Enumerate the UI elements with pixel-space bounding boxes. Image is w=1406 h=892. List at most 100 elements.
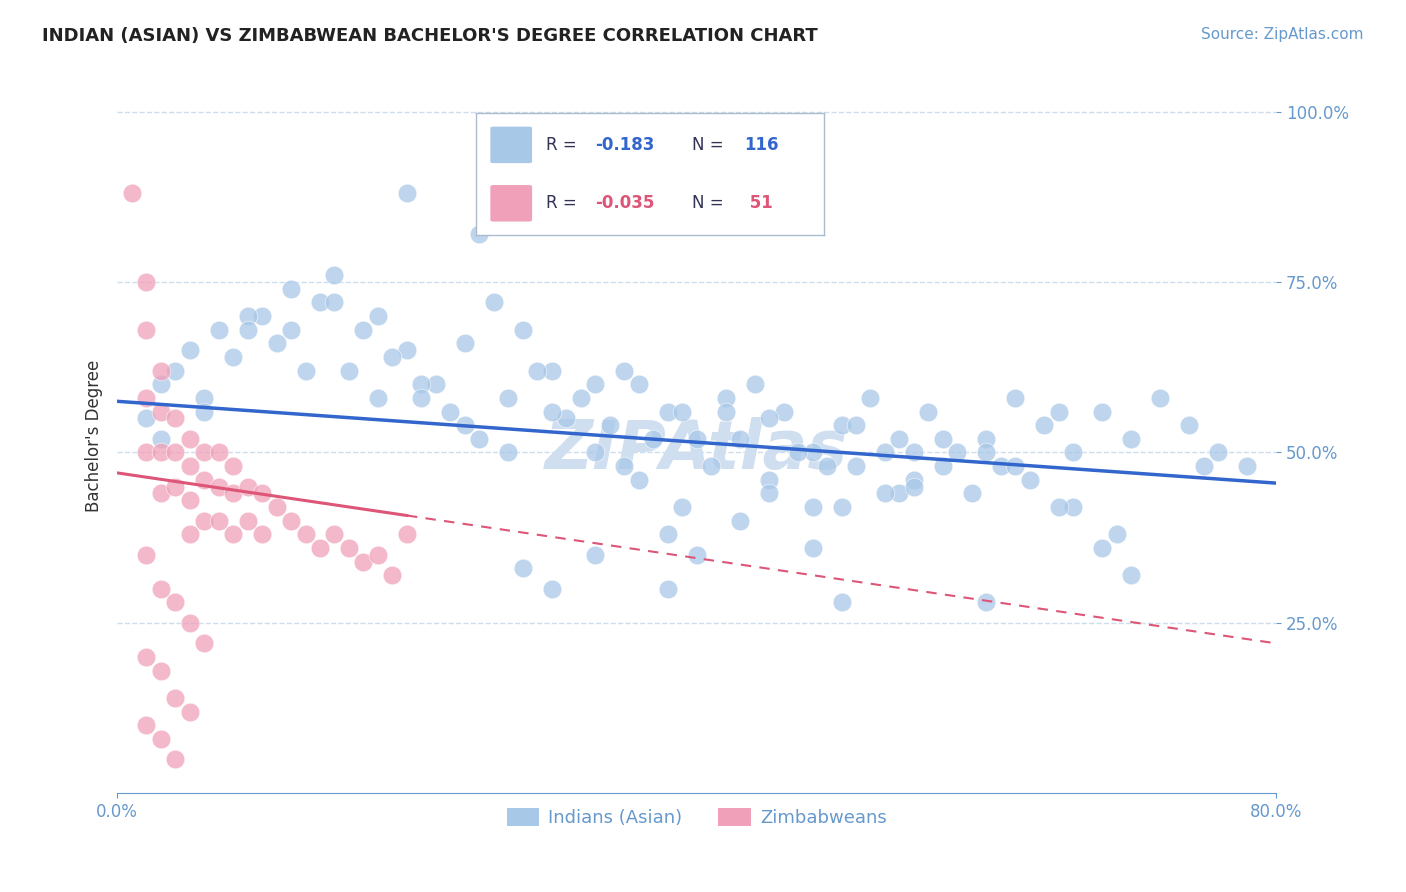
Point (207, 514, 229, 528)
Point (685, 432, 707, 446)
Point (512, 323, 534, 337)
Point (149, 363, 172, 377)
Point (932, 432, 955, 446)
Point (135, 411, 157, 425)
Point (801, 445, 824, 459)
Point (135, 548, 157, 562)
Point (801, 541, 824, 555)
Point (671, 500, 693, 514)
Point (1062, 500, 1084, 514)
Point (569, 391, 592, 405)
Point (903, 479, 925, 493)
Point (179, 432, 201, 446)
Point (976, 595, 998, 609)
Point (353, 555, 375, 569)
Point (1192, 459, 1215, 474)
Point (179, 615, 201, 630)
Point (165, 411, 187, 425)
Point (1033, 418, 1056, 433)
Point (454, 336, 477, 351)
Point (309, 541, 332, 555)
Point (222, 486, 245, 500)
Point (1004, 459, 1026, 474)
Point (250, 527, 273, 541)
Point (337, 541, 360, 555)
Point (498, 391, 520, 405)
Point (627, 473, 650, 487)
Point (540, 363, 562, 377)
Point (468, 432, 491, 446)
Point (193, 445, 215, 459)
Point (1004, 391, 1026, 405)
Point (425, 377, 447, 392)
Text: ZIPAtlas: ZIPAtlas (546, 417, 848, 483)
Point (815, 459, 838, 474)
Point (266, 500, 288, 514)
Point (395, 527, 418, 541)
Point (1105, 527, 1128, 541)
Point (540, 582, 562, 596)
Point (526, 363, 548, 377)
Point (728, 514, 751, 528)
Point (236, 323, 259, 337)
Point (294, 363, 316, 377)
Point (179, 493, 201, 508)
Point (135, 718, 157, 732)
Legend: Indians (Asian), Zimbabweans: Indians (Asian), Zimbabweans (499, 801, 894, 834)
Text: INDIAN (ASIAN) VS ZIMBABWEAN BACHELOR'S DEGREE CORRELATION CHART: INDIAN (ASIAN) VS ZIMBABWEAN BACHELOR'S … (42, 27, 818, 45)
Point (512, 561, 534, 575)
Point (873, 445, 896, 459)
Point (280, 323, 302, 337)
Point (671, 404, 693, 418)
Point (889, 486, 911, 500)
Point (498, 445, 520, 459)
Point (468, 227, 491, 242)
Point (889, 432, 911, 446)
Point (613, 363, 636, 377)
Point (207, 445, 229, 459)
Point (744, 377, 766, 392)
Point (121, 186, 143, 201)
Point (294, 527, 316, 541)
Point (772, 404, 794, 418)
Point (323, 295, 346, 310)
Point (280, 514, 302, 528)
Point (976, 432, 998, 446)
Point (149, 404, 172, 418)
Point (165, 690, 187, 705)
Point (1236, 459, 1258, 474)
Point (700, 459, 723, 474)
Point (583, 445, 606, 459)
Point (222, 527, 245, 541)
Point (280, 282, 302, 296)
Point (1178, 418, 1201, 433)
Point (222, 459, 245, 474)
Point (917, 404, 939, 418)
Point (193, 473, 215, 487)
Point (873, 486, 896, 500)
Point (845, 418, 868, 433)
Point (193, 404, 215, 418)
Point (165, 479, 187, 493)
Point (758, 486, 780, 500)
Point (903, 445, 925, 459)
Point (643, 432, 665, 446)
Y-axis label: Bachelor's Degree: Bachelor's Degree (86, 359, 103, 511)
Point (714, 404, 737, 418)
Point (831, 595, 853, 609)
Point (309, 295, 332, 310)
Point (149, 377, 172, 392)
Point (165, 752, 187, 766)
Point (411, 377, 433, 392)
Point (859, 391, 882, 405)
Point (250, 486, 273, 500)
Point (758, 411, 780, 425)
Text: Source: ZipAtlas.com: Source: ZipAtlas.com (1201, 27, 1364, 42)
Point (482, 295, 505, 310)
Point (831, 418, 853, 433)
Point (976, 445, 998, 459)
Point (135, 275, 157, 289)
Point (323, 268, 346, 282)
Point (395, 343, 418, 358)
Point (165, 363, 187, 377)
